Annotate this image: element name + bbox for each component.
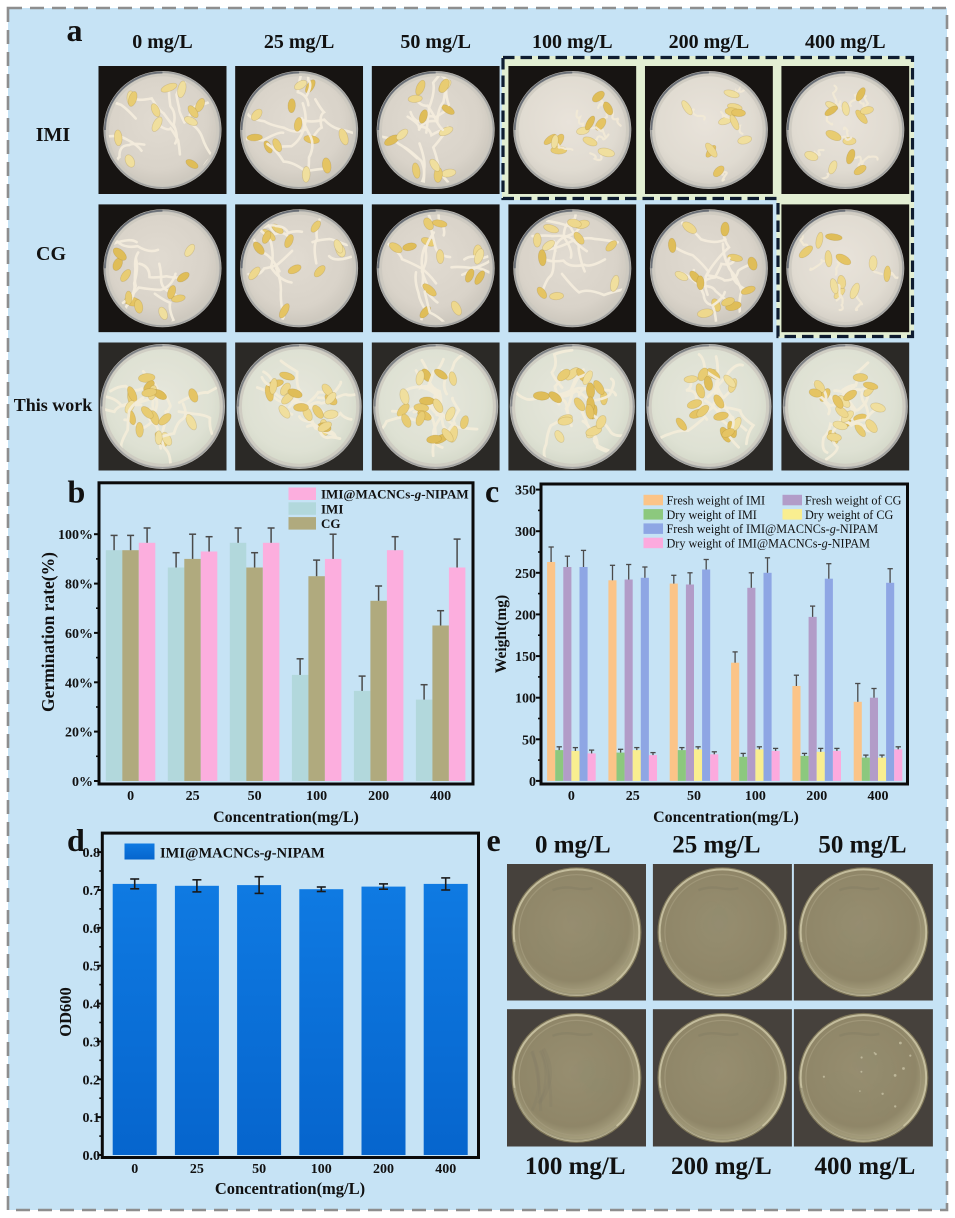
svg-text:25: 25 <box>190 1162 204 1177</box>
svg-text:0: 0 <box>529 775 536 790</box>
svg-text:400: 400 <box>430 789 451 804</box>
svg-text:400 mg/L: 400 mg/L <box>805 31 886 53</box>
svg-text:0.4: 0.4 <box>83 998 101 1013</box>
svg-text:Concentration(mg/L): Concentration(mg/L) <box>215 1179 365 1198</box>
svg-text:0.3: 0.3 <box>83 1035 101 1050</box>
svg-text:Concentration(mg/L): Concentration(mg/L) <box>653 809 799 826</box>
svg-text:100 mg/L: 100 mg/L <box>525 1153 626 1180</box>
svg-text:Concentration(mg/L): Concentration(mg/L) <box>213 809 359 826</box>
svg-text:CG: CG <box>321 516 341 531</box>
svg-text:0.0: 0.0 <box>83 1149 101 1164</box>
svg-text:CG: CG <box>36 243 66 265</box>
svg-text:50: 50 <box>252 1162 266 1177</box>
svg-text:200 mg/L: 200 mg/L <box>669 31 750 53</box>
svg-text:Dry weight of IMI@MACNCs-g-NIP: Dry weight of IMI@MACNCs-g-NIPAM <box>667 537 871 551</box>
svg-text:This work: This work <box>14 395 93 415</box>
svg-text:OD600: OD600 <box>56 987 75 1037</box>
svg-text:Dry weight of IMI: Dry weight of IMI <box>667 508 757 522</box>
svg-text:400: 400 <box>868 789 889 804</box>
svg-text:0.8: 0.8 <box>83 846 101 861</box>
svg-text:25 mg/L: 25 mg/L <box>672 832 760 859</box>
svg-text:100: 100 <box>745 789 766 804</box>
svg-text:80%: 80% <box>65 578 93 593</box>
svg-text:300: 300 <box>515 525 536 540</box>
svg-text:0: 0 <box>131 1162 138 1177</box>
svg-text:60%: 60% <box>65 627 93 642</box>
svg-text:50: 50 <box>248 789 262 804</box>
svg-text:Germination rate(%): Germination rate(%) <box>38 552 58 712</box>
svg-text:0: 0 <box>568 789 575 804</box>
svg-text:350: 350 <box>515 484 536 499</box>
svg-text:50 mg/L: 50 mg/L <box>400 31 471 53</box>
svg-text:0.2: 0.2 <box>83 1073 101 1088</box>
svg-text:200 mg/L: 200 mg/L <box>671 1153 772 1180</box>
svg-text:IMI@MACNCs-g-NIPAM: IMI@MACNCs-g-NIPAM <box>321 487 469 502</box>
svg-text:IMI@MACNCs-g-NIPAM: IMI@MACNCs-g-NIPAM <box>160 846 325 862</box>
svg-text:50 mg/L: 50 mg/L <box>818 832 906 859</box>
svg-text:400: 400 <box>435 1162 456 1177</box>
svg-text:400 mg/L: 400 mg/L <box>815 1153 916 1180</box>
svg-text:b: b <box>68 474 86 510</box>
svg-text:100: 100 <box>311 1162 332 1177</box>
svg-text:50: 50 <box>522 733 536 748</box>
svg-text:0 mg/L: 0 mg/L <box>132 31 193 53</box>
svg-text:200: 200 <box>515 608 536 623</box>
svg-text:Fresh weight of CG: Fresh weight of CG <box>805 494 902 508</box>
svg-text:0.1: 0.1 <box>83 1111 101 1126</box>
svg-text:0%: 0% <box>72 775 93 790</box>
svg-text:0.7: 0.7 <box>83 884 101 899</box>
svg-text:250: 250 <box>515 567 536 582</box>
svg-text:IMI: IMI <box>321 501 343 516</box>
svg-text:200: 200 <box>806 789 827 804</box>
svg-text:100: 100 <box>306 789 327 804</box>
svg-text:100 mg/L: 100 mg/L <box>532 31 613 53</box>
svg-text:40%: 40% <box>65 676 93 691</box>
svg-text:150: 150 <box>515 650 536 665</box>
svg-text:200: 200 <box>368 789 389 804</box>
svg-text:Fresh weight of IMI: Fresh weight of IMI <box>667 494 766 508</box>
svg-text:50: 50 <box>687 789 701 804</box>
svg-text:25: 25 <box>186 789 200 804</box>
svg-text:200: 200 <box>373 1162 394 1177</box>
svg-text:c: c <box>485 473 499 509</box>
svg-text:IMI: IMI <box>36 124 71 146</box>
svg-text:0.5: 0.5 <box>83 960 101 975</box>
svg-text:Weight(mg): Weight(mg) <box>493 595 510 673</box>
svg-text:100: 100 <box>515 692 536 707</box>
svg-text:e: e <box>487 822 501 858</box>
svg-text:0: 0 <box>127 789 134 804</box>
svg-text:25: 25 <box>626 789 640 804</box>
svg-text:0.6: 0.6 <box>83 922 101 937</box>
svg-text:d: d <box>67 822 85 858</box>
svg-text:100%: 100% <box>58 528 93 543</box>
svg-text:Fresh weight of IMI@MACNCs-g-N: Fresh weight of IMI@MACNCs-g-NIPAM <box>667 522 879 536</box>
svg-text:0 mg/L: 0 mg/L <box>535 832 611 859</box>
svg-text:25 mg/L: 25 mg/L <box>264 31 335 53</box>
svg-text:Dry weight of CG: Dry weight of CG <box>805 508 894 522</box>
svg-text:20%: 20% <box>65 726 93 741</box>
svg-text:a: a <box>67 12 83 48</box>
